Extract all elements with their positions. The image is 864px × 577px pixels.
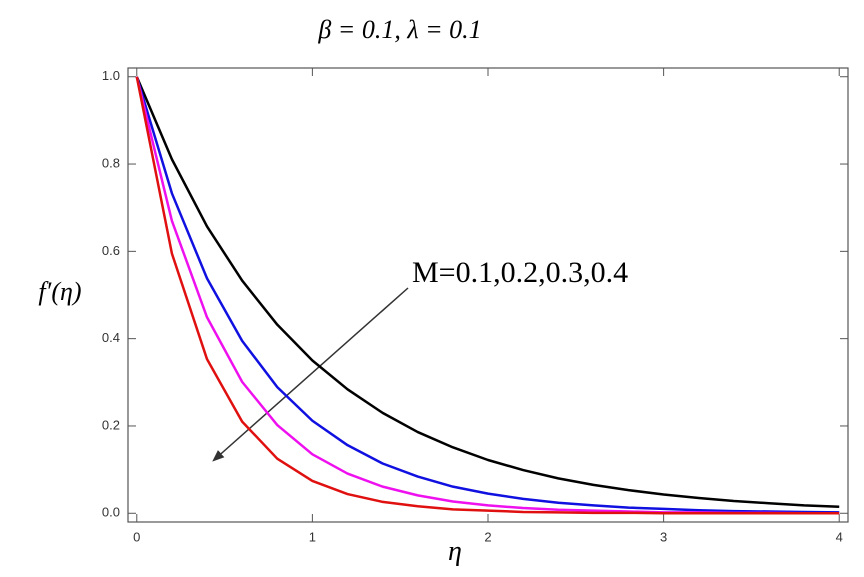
line: [135, 76, 840, 514]
y-tick-label: 0.0: [102, 505, 120, 520]
line: [135, 76, 840, 508]
x-tick-label: 0: [133, 529, 140, 544]
x-tick-label: 1: [309, 529, 316, 544]
x-tick-label: 3: [660, 529, 667, 544]
x-axis-label: η: [448, 536, 462, 567]
line: [135, 76, 840, 515]
line: [135, 76, 840, 515]
x-tick-label: 4: [836, 529, 843, 544]
y-tick-label: 1.0: [102, 68, 120, 83]
annotation: M=0.1,0.2,0.3,0.4: [412, 256, 628, 289]
chart-title: β = 0.1, λ = 0.1: [317, 15, 481, 44]
y-tick-label: 0.4: [102, 330, 120, 345]
y-tick-label: 0.2: [102, 417, 120, 432]
plot-frame: [127, 67, 849, 523]
y-axis-label: f′(η): [38, 277, 81, 306]
y-tick-label: 0.8: [102, 155, 120, 170]
x-tick-label: 2: [484, 529, 491, 544]
annotation-arrow: [212, 287, 409, 462]
y-tick-label: 0.6: [102, 243, 120, 258]
